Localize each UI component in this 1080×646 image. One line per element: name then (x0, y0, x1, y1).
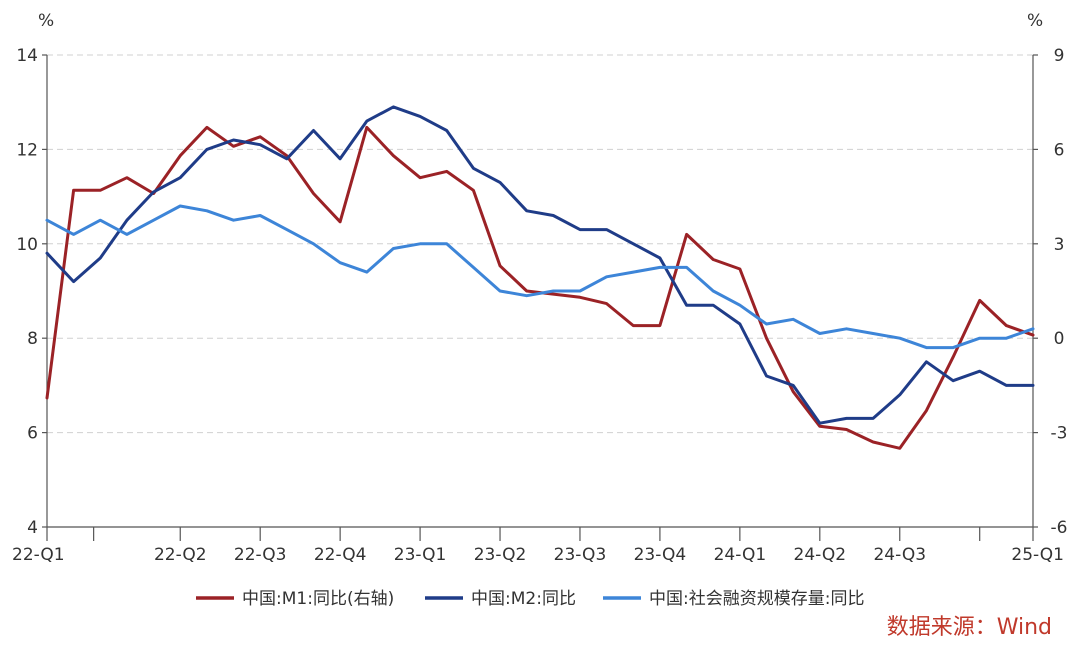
x-axis-tick-label: 22-Q3 (234, 545, 287, 565)
legend-label: 中国:社会融资规模存量:同比 (649, 589, 864, 609)
left-axis-tick-label: 6 (27, 424, 38, 444)
right-axis-unit: % (1027, 11, 1043, 31)
x-axis-tick-label: 25-Q1 (1011, 545, 1064, 565)
x-axis-tick-label: 22-Q4 (314, 545, 367, 565)
x-axis-tick-label: 24-Q2 (794, 545, 847, 565)
right-axis-tick-label: 6 (1054, 140, 1065, 160)
x-axis-tick-label: 23-Q3 (554, 545, 607, 565)
right-axis-tick-label: -6 (1051, 518, 1068, 538)
x-axis-tick-label: 22-Q2 (154, 545, 207, 565)
series-line-1 (45, 125, 1035, 450)
left-axis-tick-label: 10 (16, 235, 38, 255)
series-line-3 (45, 204, 1035, 350)
legend-label: 中国:M2:同比 (471, 589, 576, 609)
right-axis-tick-label: 3 (1054, 235, 1065, 255)
left-axis-unit: % (38, 11, 54, 31)
x-axis-tick-label: 23-Q1 (394, 545, 447, 565)
right-axis-tick-label: 0 (1054, 329, 1065, 349)
left-axis-tick-label: 14 (16, 46, 38, 66)
series-line-2 (45, 105, 1035, 425)
legend: 中国:M1:同比(右轴) 中国:M2:同比 中国:社会融资规模存量:同比 (196, 589, 864, 609)
x-axis-tick-label: 24-Q3 (873, 545, 926, 565)
x-axis-tick-label: 23-Q2 (474, 545, 527, 565)
x-axis-tick-label: 24-Q1 (714, 545, 767, 565)
legend-label: 中国:M1:同比(右轴) (242, 589, 394, 609)
source-note: 数据来源：Wind (887, 615, 1052, 640)
left-axis-tick-label: 8 (27, 329, 38, 349)
left-axis-tick-label: 4 (27, 518, 38, 538)
x-axis-tick-label: 23-Q4 (634, 545, 687, 565)
gridlines (47, 54, 1033, 434)
left-axis-tick-label: 12 (16, 140, 38, 160)
right-axis-tick-label: 9 (1054, 46, 1065, 66)
x-axis-tick-label: 22-Q1 (12, 545, 65, 565)
series (45, 105, 1035, 450)
axes: % % 4 6 8 10 12 14 -6 -3 0 3 6 9 22-Q1 22-Q2 22-Q3 22-Q… (12, 11, 1067, 565)
right-axis-tick-label: -3 (1051, 424, 1068, 444)
